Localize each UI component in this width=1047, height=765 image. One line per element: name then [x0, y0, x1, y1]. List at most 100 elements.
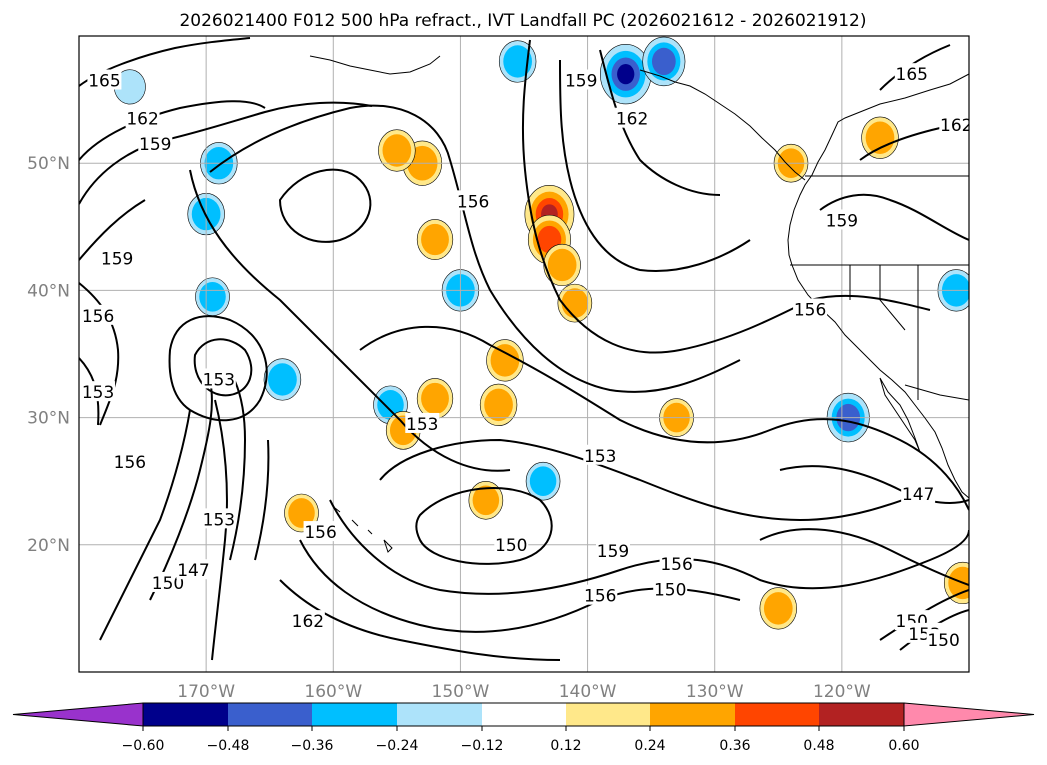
contour-label: 150 — [152, 574, 184, 594]
contour-label: 156 — [114, 453, 146, 473]
anomaly-level — [865, 121, 895, 154]
contour-label: 165 — [88, 72, 120, 92]
anomaly-level — [503, 45, 532, 78]
contour-label: 162 — [940, 116, 972, 136]
lon-tick-label: 140°W — [559, 682, 617, 702]
contour-label-bg — [583, 444, 618, 465]
lon-tick-label: 170°W — [177, 682, 235, 702]
anomaly-patch — [600, 44, 652, 105]
contour-label-bg — [793, 298, 828, 319]
contour-label-bg — [87, 69, 122, 90]
contour-ridge-162 — [599, 49, 721, 196]
colorbar-tick-label: 0.24 — [634, 738, 665, 754]
anomaly-level — [763, 592, 793, 625]
colorbar-tick-label: 0.60 — [888, 738, 919, 754]
contour-156-central — [209, 104, 741, 393]
lon-tick-label: 120°W — [813, 682, 871, 702]
anomaly-patch — [195, 277, 230, 317]
us-state-border-1 — [790, 264, 969, 400]
contour-label-bg — [138, 133, 173, 154]
contour-162-south — [279, 579, 561, 661]
anomaly-patch — [479, 383, 518, 426]
lat-tick-label: 40°N — [27, 281, 70, 301]
anomaly-patch — [385, 411, 421, 450]
anomaly-level — [651, 47, 676, 76]
contour-ridge-156 — [521, 39, 931, 354]
contour-label: 159 — [565, 72, 597, 92]
contour-label-bg — [596, 540, 630, 561]
anomaly-level — [382, 134, 412, 167]
contour-label: 156 — [794, 300, 826, 320]
contour-label-bg — [81, 304, 116, 325]
contour-label: 153 — [82, 383, 114, 403]
contour-label: 159 — [101, 250, 133, 270]
contour-label: 147 — [902, 485, 934, 505]
anomaly-level — [561, 288, 589, 318]
contour-trough-axis — [189, 169, 511, 472]
us-mexico-border — [904, 384, 969, 401]
colorbar-tick-label: −0.48 — [207, 738, 250, 754]
anomaly-patch — [263, 358, 302, 401]
anomaly-patch — [378, 129, 416, 172]
contour-156-west — [79, 282, 120, 426]
contour-159-east — [819, 193, 969, 241]
lon-tick-label: 150°W — [432, 682, 490, 702]
refractivity-anomaly-shading — [113, 36, 969, 630]
contour-label-bg — [926, 629, 961, 650]
colorbar-tick-label: −0.60 — [122, 738, 165, 754]
contour-150-tongue — [99, 409, 191, 641]
contour-closed-north — [278, 168, 372, 243]
contour-label-bg — [824, 209, 859, 230]
anomaly-level — [199, 281, 226, 312]
map-background — [79, 36, 969, 672]
anomaly-level — [472, 485, 500, 516]
contour-label-bg — [659, 552, 694, 573]
anomaly-level — [547, 248, 577, 282]
anomaly-patch — [525, 461, 561, 501]
colorbar-segment — [312, 703, 397, 726]
anomaly-level — [529, 466, 557, 497]
lon-tick-label: 160°W — [304, 682, 362, 702]
contour-156-tongue — [254, 439, 270, 561]
contour-label: 156 — [82, 307, 114, 327]
colorbar-tick-label: −0.12 — [461, 738, 504, 754]
colorbar-extend-min — [12, 702, 144, 727]
contour-label-bg — [494, 533, 529, 554]
contour-label: 150 — [495, 536, 527, 556]
colorbar-segment — [819, 703, 904, 726]
anomaly-patch — [416, 219, 454, 260]
colorbar-tick-label: −0.36 — [291, 738, 334, 754]
contour-label: 159 — [597, 542, 629, 562]
contour-147-east — [779, 465, 969, 504]
contour-label: 162 — [292, 612, 324, 632]
contour-label: 156 — [304, 523, 336, 543]
anomaly-level — [421, 382, 449, 415]
longitude-tick-labels: 170°W 160°W 150°W 140°W 130°W 120°W — [177, 682, 871, 702]
contour-label: 153 — [203, 370, 235, 390]
anomaly-level — [617, 64, 635, 85]
anomaly-level — [268, 363, 297, 396]
contour-label-bg — [583, 584, 618, 605]
contour-label: 165 — [896, 65, 928, 85]
contour-162-west — [79, 100, 266, 161]
contour-150-east — [759, 528, 969, 586]
map-frame — [78, 35, 970, 673]
contour-label: 153 — [584, 447, 616, 467]
contour-label: 156 — [457, 192, 489, 212]
contour-label: 153 — [203, 510, 235, 530]
contour-label: 162 — [126, 110, 158, 130]
contour-label-bg — [894, 63, 929, 84]
contour-label-bg — [456, 190, 491, 211]
contour-label: 153 — [406, 415, 438, 435]
contour-153-central — [359, 325, 969, 511]
colorbar-segment — [143, 703, 228, 726]
colorbar-extend-max — [903, 702, 1035, 727]
colorbar-tick-label: 0.12 — [550, 738, 581, 754]
map-panel: 165 162 159 159 156 153 153 156 153 150 147 156 162 1… — [78, 35, 972, 673]
anomaly-patch — [861, 116, 899, 159]
contour-label-bg — [405, 412, 440, 433]
contour-label-bg — [901, 482, 936, 503]
colorbar-tick-label: −0.24 — [376, 738, 419, 754]
colorbar: −0.60 −0.48 −0.36 −0.24 −0.12 0.12 0.24 0.36 0.4… — [12, 702, 1035, 754]
